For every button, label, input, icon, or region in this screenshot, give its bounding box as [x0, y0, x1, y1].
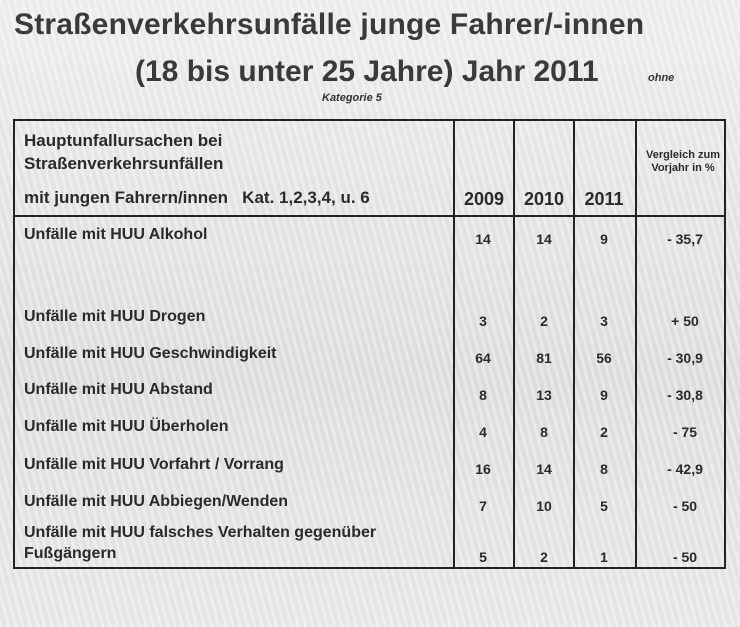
cell-2010: 81: [536, 350, 552, 366]
row-label-drogen: Unfälle mit HUU Drogen: [24, 308, 206, 325]
cell-change: - 42,9: [667, 461, 703, 477]
cell-2010: 8: [540, 424, 548, 440]
cell-2009: 4: [479, 424, 487, 440]
cell-2009: 7: [479, 498, 487, 514]
cell-2010: 10: [536, 498, 552, 514]
header-divider: [15, 215, 724, 217]
cell-change: - 30,8: [667, 387, 703, 403]
row-label-fussgaenger: Unfälle mit HUU falsches Verhalten gegen…: [24, 524, 377, 541]
cell-2009: 64: [475, 350, 491, 366]
row-label-fussgaenger-line-2: Fußgängern: [24, 545, 117, 562]
cell-2009: 16: [475, 461, 491, 477]
cell-2009: 14: [475, 231, 491, 247]
column-divider: [573, 121, 575, 567]
cell-2011: 5: [600, 498, 608, 514]
row-label-ueberholen: Unfälle mit HUU Überholen: [24, 418, 229, 435]
cell-2010: 14: [536, 461, 552, 477]
title-note-kategorie: Kategorie 5: [322, 92, 382, 104]
cell-change: - 50: [672, 549, 698, 565]
year-header-2010: 2010: [523, 189, 565, 209]
cell-change: + 50: [671, 313, 699, 329]
cell-2010: 13: [536, 387, 552, 403]
cell-change: - 75: [672, 424, 698, 440]
title-line-2: (18 bis unter 25 Jahre) Jahr 2011: [135, 55, 599, 88]
cell-2009: 5: [479, 549, 487, 565]
header-cause-line-3: mit jungen Fahrern/innen Kat. 1,2,3,4, u…: [24, 188, 370, 207]
title-note-ohne: ohne: [648, 72, 675, 84]
row-label-abstand: Unfälle mit HUU Abstand: [24, 381, 213, 398]
cell-2011: 9: [600, 231, 608, 247]
year-header-2011: 2011: [584, 189, 624, 209]
cell-change: - 50: [672, 498, 698, 514]
row-label-abbiegen: Unfälle mit HUU Abbiegen/Wenden: [24, 493, 289, 510]
cell-2009: 3: [479, 313, 487, 329]
comparison-header: Vergleich zum Vorjahr in %: [646, 149, 720, 174]
header-cause-line-2: Straßenverkehrsunfällen: [24, 154, 224, 173]
accident-table: Hauptunfallursachen bei Straßenverkehrsu…: [13, 119, 726, 569]
cell-2011: 9: [600, 387, 608, 403]
column-divider: [513, 121, 515, 567]
cell-change: - 30,9: [667, 350, 703, 366]
row-label-geschwindigkeit: Unfälle mit HUU Geschwindigkeit: [24, 345, 277, 362]
header-cause-line-1: Hauptunfallursachen bei: [24, 131, 223, 150]
cell-2010: 14: [536, 231, 552, 247]
year-header-2009: 2009: [463, 189, 505, 209]
cell-2011: 56: [596, 350, 612, 366]
cell-2009: 8: [479, 387, 487, 403]
cell-2010: 2: [540, 313, 548, 329]
cell-2011: 2: [600, 424, 608, 440]
cell-2011: 8: [600, 461, 608, 477]
cell-2011: 1: [600, 549, 608, 565]
column-divider: [635, 121, 637, 567]
cell-2011: 3: [600, 313, 608, 329]
column-divider: [453, 121, 455, 567]
title-line-1: Straßenverkehrsunfälle junge Fahrer/-inn…: [14, 8, 645, 41]
row-label-vorfahrt: Unfälle mit HUU Vorfahrt / Vorrang: [24, 456, 284, 473]
cell-2010: 2: [540, 549, 548, 565]
row-label-alkohol: Unfälle mit HUU Alkohol: [24, 226, 208, 243]
cell-change: - 35,7: [667, 231, 703, 247]
